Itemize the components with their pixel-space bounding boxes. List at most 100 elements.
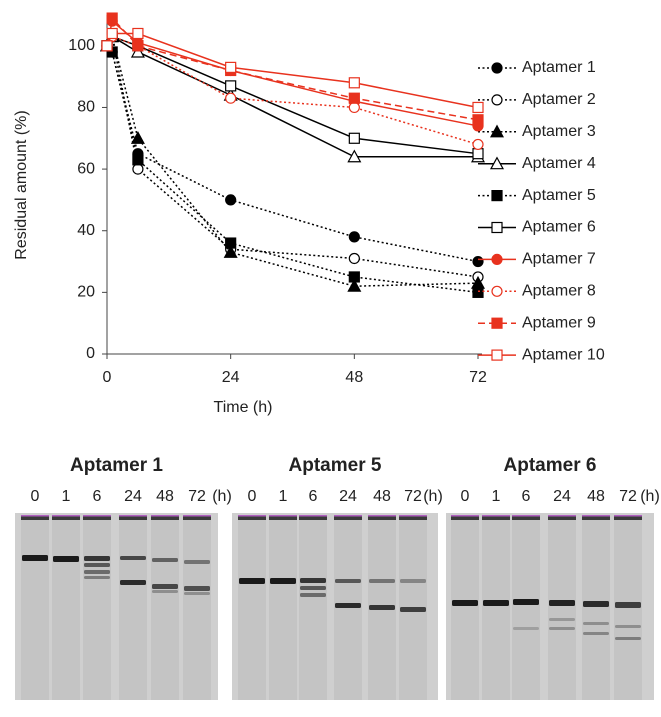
data-point xyxy=(132,163,144,175)
gel-band xyxy=(335,603,361,608)
gel-well xyxy=(334,516,362,520)
gel-band xyxy=(53,556,79,562)
gel-band xyxy=(184,592,210,595)
gel-band xyxy=(549,600,575,606)
gel-band xyxy=(549,618,575,621)
legend-label: Aptamer 2 xyxy=(522,91,596,108)
legend-label: Aptamer 5 xyxy=(522,187,596,204)
data-point xyxy=(225,237,237,249)
lane-label: 24 xyxy=(553,488,571,505)
legend-marker xyxy=(491,349,503,361)
gel-band xyxy=(120,556,146,560)
gel-well-tint xyxy=(119,515,147,517)
gel-lane xyxy=(482,515,510,700)
gel-well xyxy=(119,516,147,520)
gel-band xyxy=(84,556,110,561)
gel-well xyxy=(238,516,266,520)
gel-well xyxy=(299,516,327,520)
legend-marker xyxy=(491,317,503,329)
gel-band xyxy=(84,576,110,579)
lane-label: 1 xyxy=(492,488,501,505)
lane-label: 1 xyxy=(279,488,288,505)
gel-well-tint xyxy=(83,515,111,517)
gel-well-tint xyxy=(21,515,49,517)
gel-well xyxy=(399,516,427,520)
gel-band xyxy=(335,579,361,583)
legend-marker xyxy=(491,190,503,202)
legend-label: Aptamer 7 xyxy=(522,251,596,268)
gel-well-tint xyxy=(299,515,327,517)
gel-band xyxy=(615,602,641,608)
y-tick-label: 60 xyxy=(77,160,95,177)
legend-marker xyxy=(491,62,503,74)
data-point xyxy=(348,101,360,114)
data-point xyxy=(225,61,237,73)
lane-unit: (h) xyxy=(423,488,443,505)
x-tick-label: 0 xyxy=(103,369,112,386)
gel-well-tint xyxy=(582,515,610,517)
gel-lane xyxy=(238,515,266,700)
series-line xyxy=(106,32,479,109)
gel-band xyxy=(184,586,210,591)
gel-band xyxy=(300,578,326,583)
legend-label: Aptamer 8 xyxy=(522,283,596,300)
gel-band xyxy=(84,570,110,574)
data-point xyxy=(472,101,484,114)
data-point xyxy=(132,27,144,40)
data-point xyxy=(223,245,238,258)
legend-label: Aptamer 10 xyxy=(522,346,605,363)
lane-label: 24 xyxy=(124,488,142,505)
data-point xyxy=(225,194,237,206)
gel-title: Aptamer 6 xyxy=(504,455,597,476)
gel-well-tint xyxy=(334,515,362,517)
lane-label: 48 xyxy=(156,488,174,505)
data-point xyxy=(347,149,362,163)
lane-label: 0 xyxy=(461,488,470,505)
data-point xyxy=(101,40,113,52)
gel-band xyxy=(239,578,265,584)
gel-band xyxy=(513,599,539,605)
gel-band xyxy=(452,600,478,606)
y-tick-label: 20 xyxy=(77,284,95,301)
data-point xyxy=(132,154,144,166)
data-point xyxy=(472,286,484,298)
data-point xyxy=(130,131,145,144)
gel-well-tint xyxy=(52,515,80,517)
gel-well xyxy=(548,516,576,520)
gel-lane xyxy=(83,515,111,700)
gel-lane xyxy=(183,515,211,700)
x-tick-label: 72 xyxy=(469,369,487,386)
gel-well-tint xyxy=(269,515,297,517)
gel-well-tint xyxy=(614,515,642,517)
gel-title: Aptamer 5 xyxy=(289,455,382,476)
lane-unit: (h) xyxy=(640,488,660,505)
lane-label: 72 xyxy=(619,488,637,505)
legend-marker xyxy=(491,94,503,106)
data-point xyxy=(472,114,484,126)
legend-marker xyxy=(491,253,503,265)
data-point xyxy=(106,12,118,24)
gel-band xyxy=(152,558,178,562)
series-line xyxy=(106,35,479,146)
data-point xyxy=(225,80,237,92)
lane-unit: (h) xyxy=(212,488,232,505)
gel-band xyxy=(270,578,296,584)
gel-band xyxy=(583,601,609,607)
gel-band xyxy=(583,632,609,635)
gel-well-tint xyxy=(512,515,540,517)
lane-label: 0 xyxy=(31,488,40,505)
data-point xyxy=(106,27,118,40)
gel-well-tint xyxy=(548,515,576,517)
gel-well xyxy=(482,516,510,520)
gel-title: Aptamer 1 xyxy=(70,455,163,476)
y-tick-label: 0 xyxy=(86,345,95,362)
gel-band xyxy=(300,586,326,590)
series-line xyxy=(106,45,479,263)
gel-well xyxy=(512,516,540,520)
gel-well xyxy=(582,516,610,520)
legend-marker xyxy=(491,221,503,234)
legend-marker xyxy=(489,124,505,138)
y-tick-label: 100 xyxy=(68,37,95,54)
